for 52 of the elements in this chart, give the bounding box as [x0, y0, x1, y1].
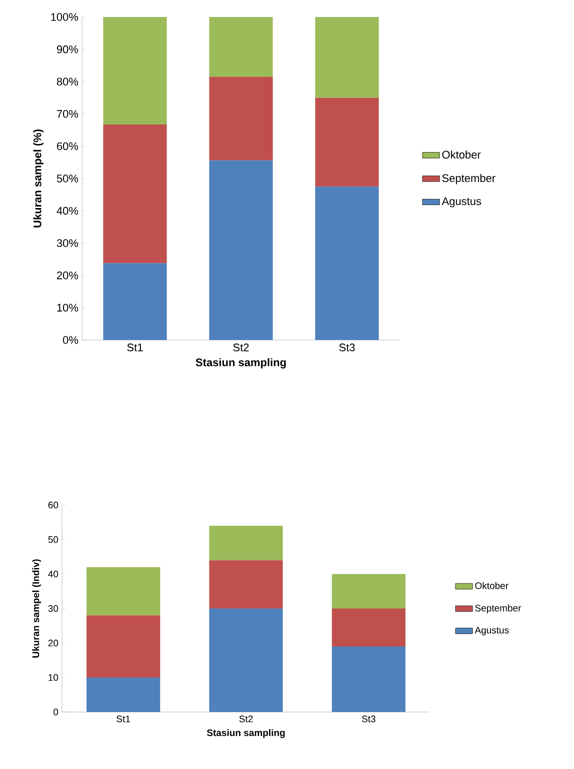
bar [315, 17, 379, 98]
y-tick-label: 60% [57, 142, 78, 150]
legend-label: Agustus [442, 197, 482, 208]
y-tick-label: 10% [57, 304, 78, 312]
bar [209, 17, 273, 77]
y-tick-label: 40% [56, 206, 78, 215]
y-tick-label: 30 [48, 605, 58, 612]
legend-label: Agustus [474, 626, 509, 636]
legend-label: September [475, 604, 522, 614]
bar [209, 560, 283, 609]
x-tick-label: St1 [127, 344, 143, 352]
x-tick-label: St3 [362, 716, 376, 722]
bar [103, 124, 167, 264]
bar [86, 615, 160, 678]
x-axis-title: Stasiun sampling [196, 358, 286, 368]
y-tick-label: 50% [56, 174, 78, 182]
x-tick-label: St1 [116, 716, 130, 722]
bar [86, 567, 160, 616]
y-tick-label: 70% [57, 110, 78, 118]
y-tick-label: 20 [48, 640, 58, 646]
y-tick-label: 30% [56, 239, 78, 247]
bar [209, 608, 283, 712]
y-tick-label: 0% [62, 336, 78, 344]
bar [209, 76, 273, 160]
y-tick-label: 100% [51, 13, 78, 21]
legend-label: Oktober [442, 150, 481, 159]
legend-label: September [442, 174, 496, 184]
y-tick-label: 90% [56, 45, 78, 54]
bar [209, 160, 273, 340]
bar [209, 526, 283, 560]
y-tick-label: 40 [48, 570, 58, 578]
bar [315, 98, 379, 187]
y-axis-title: Ukuran sampel (Indiv) [32, 559, 42, 658]
bar [103, 263, 167, 340]
x-tick-label: St2 [239, 716, 253, 722]
x-tick-label: St3 [339, 344, 355, 352]
y-tick-label: 80% [56, 78, 78, 86]
bar [332, 574, 406, 609]
y-tick-label: 20% [57, 272, 78, 280]
y-tick-label: 10 [48, 674, 58, 681]
bar [103, 17, 167, 125]
bar [332, 608, 406, 646]
bar [86, 678, 160, 712]
y-axis-title: Ukuran sampel (%) [33, 130, 44, 228]
bar [332, 646, 406, 712]
legend-label: Oktober [475, 582, 508, 590]
y-tick-label: 60 [48, 502, 58, 508]
x-axis-title: Stasiun sampling [206, 729, 285, 738]
x-tick-label: St2 [233, 344, 249, 352]
y-tick-label: 0 [54, 708, 58, 716]
y-tick-label: 50 [48, 536, 58, 543]
bar [315, 186, 379, 340]
